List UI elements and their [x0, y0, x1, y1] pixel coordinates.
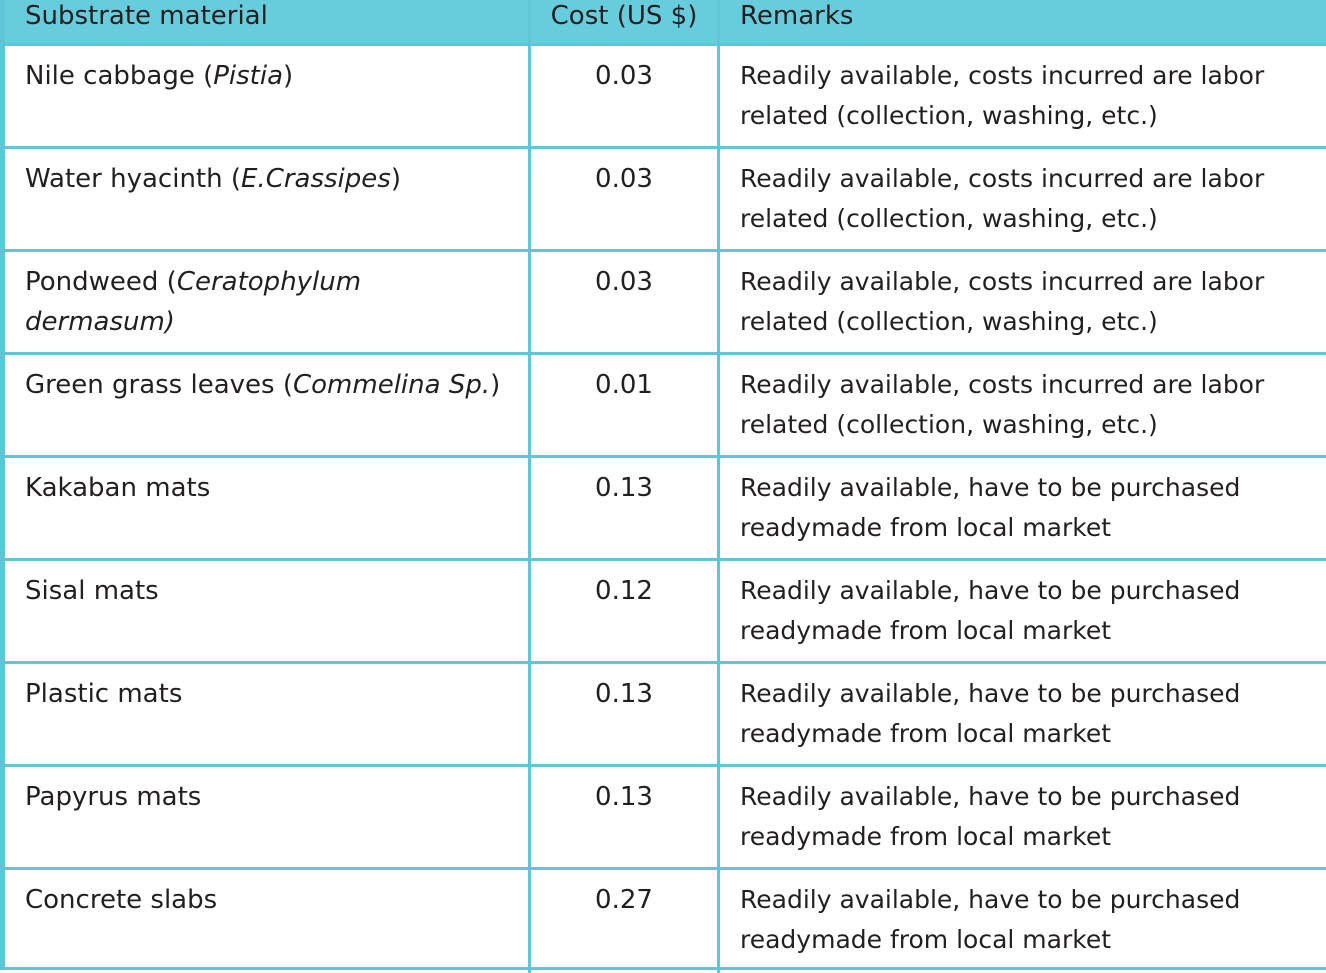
table-header-row: Substrate material Cost (US $) Remarks [5, 0, 1326, 46]
table-row: Nile cabbage (Pistia) 0.03 Readily avail… [5, 46, 1326, 149]
material-cell: Plastic mats [5, 664, 531, 764]
table-row: Pondweed (Ceratophylum dermasum) 0.03 Re… [5, 252, 1326, 355]
remarks-cell: Readily available, have to be purchased … [740, 473, 1241, 542]
remarks-cell: Readily available, have to be purchased … [740, 885, 1241, 954]
scientific-name: Pistia [213, 61, 284, 91]
remarks-cell: Readily available, costs incurred are la… [740, 164, 1265, 233]
material-name: Water hyacinth ( [25, 164, 241, 194]
material-name: Papyrus mats [25, 782, 202, 812]
material-suffix: ) [283, 61, 294, 91]
cost-cell: 0.03 [531, 46, 720, 146]
scientific-name: Commelina Sp. [292, 370, 491, 400]
material-cell: Concrete slabs [5, 870, 531, 973]
table-row: Sisal mats 0.12 Readily available, have … [5, 561, 1326, 664]
table-row: Green grass leaves (Commelina Sp.) 0.01 … [5, 355, 1326, 458]
remarks-cell: Readily available, have to be purchased … [740, 782, 1241, 851]
cost-cell: 0.03 [531, 149, 720, 249]
cost-cell: 0.13 [531, 767, 720, 867]
header-remarks: Remarks [740, 1, 854, 31]
table-row: Concrete slabs 0.27 Readily available, h… [5, 870, 1326, 973]
material-cell: Sisal mats [5, 561, 531, 661]
remarks-cell: Readily available, costs incurred are la… [740, 370, 1265, 439]
material-cell: Water hyacinth (E.Crassipes) [5, 149, 531, 249]
material-name: Green grass leaves ( [25, 370, 293, 400]
material-name: Sisal mats [25, 576, 159, 606]
cost-cell: 0.13 [531, 664, 720, 764]
cost-cell: 0.03 [531, 252, 720, 352]
material-cell: Pondweed (Ceratophylum dermasum) [5, 252, 531, 352]
cost-cell: 0.27 [531, 870, 720, 973]
remarks-cell: Readily available, have to be purchased … [740, 576, 1241, 645]
material-name: Plastic mats [25, 679, 183, 709]
scientific-name: Ceratophylum dermasum) [25, 267, 362, 337]
remarks-cell: Readily available, have to be purchased … [740, 679, 1241, 748]
material-cell: Green grass leaves (Commelina Sp.) [5, 355, 531, 455]
header-substrate-material: Substrate material [5, 0, 531, 43]
remarks-cell: Readily available, costs incurred are la… [740, 61, 1265, 130]
table-row: Kakaban mats 0.13 Readily available, hav… [5, 458, 1326, 561]
material-name: Kakaban mats [25, 473, 211, 503]
material-name: Concrete slabs [25, 885, 218, 915]
material-suffix: ) [490, 370, 501, 400]
header-cost: Cost (US $) [531, 0, 720, 43]
material-suffix: ) [390, 164, 401, 194]
scientific-name: E.Crassipes [241, 164, 391, 194]
table-row: Papyrus mats 0.13 Readily available, hav… [5, 767, 1326, 870]
material-cell: Nile cabbage (Pistia) [5, 46, 531, 146]
remarks-cell: Readily available, costs incurred are la… [740, 267, 1265, 336]
cost-cell: 0.12 [531, 561, 720, 661]
material-name: Nile cabbage ( [25, 61, 214, 91]
cost-cell: 0.13 [531, 458, 720, 558]
table-row: Plastic mats 0.13 Readily available, hav… [5, 664, 1326, 767]
material-cell: Papyrus mats [5, 767, 531, 867]
table-row: Water hyacinth (E.Crassipes) 0.03 Readil… [5, 149, 1326, 252]
cost-cell: 0.01 [531, 355, 720, 455]
material-name: Pondweed ( [25, 267, 177, 297]
material-cell: Kakaban mats [5, 458, 531, 558]
